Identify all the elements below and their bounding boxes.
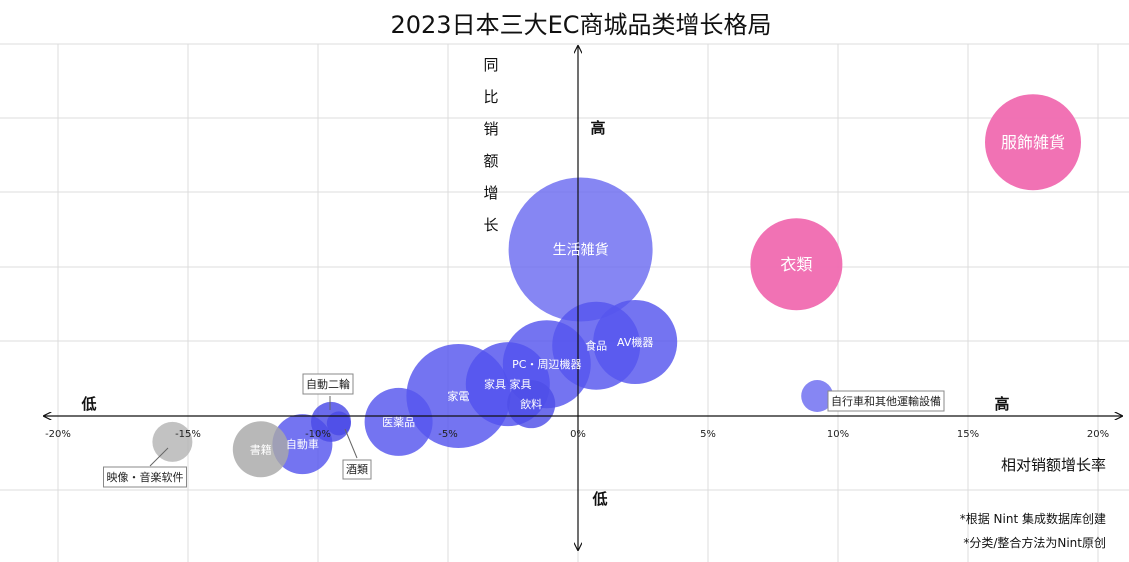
bubble-label: PC・周辺機器 <box>512 357 581 371</box>
quadrant-label-y-high: 高 <box>590 119 605 137</box>
callout-box <box>103 466 187 488</box>
y-axis-title-char: 同 <box>483 56 498 74</box>
bubble-label: 生活雑貨 <box>553 242 609 259</box>
footnote-2: *分类/整合方法为Nint原创 <box>963 535 1106 550</box>
y-axis-title-char: 销 <box>483 120 498 138</box>
bubble-label: AV機器 <box>617 335 653 349</box>
x-tick-label: -20% <box>45 429 71 440</box>
x-tick-label: 0% <box>570 429 586 440</box>
x-tick-label: 5% <box>700 429 716 440</box>
callout-box <box>827 390 945 412</box>
axes-layer <box>44 46 1122 550</box>
bubble-label: 食品 <box>585 339 607 353</box>
x-tick-labels: -20% -15% -10% -5% 0% 5% 10% 15% 20% <box>45 429 1109 440</box>
quadrant-label-x-high: 高 <box>994 395 1009 413</box>
bubble-label: 医薬品 <box>382 416 415 429</box>
bubble-衣類 <box>750 218 843 311</box>
quadrant-label-y-low: 低 <box>591 490 607 508</box>
bubble-label: 家電 <box>447 389 469 403</box>
callout-leader <box>344 428 358 459</box>
callout-label: 映像・音楽软件 <box>107 470 184 484</box>
bubble-映像・音楽软件 <box>152 421 193 462</box>
y-axis-title-char: 额 <box>483 152 498 170</box>
y-axis-title-char: 长 <box>483 216 498 234</box>
bubble-医薬品 <box>364 387 433 456</box>
callout-label: 自動二輪 <box>306 377 350 391</box>
bubble-服飾雑貨 <box>985 94 1081 191</box>
callout-leader <box>149 447 169 467</box>
bubble-書籍 <box>232 421 289 478</box>
bubble-label: 衣類 <box>780 255 812 274</box>
x-tick-label: 20% <box>1087 429 1109 440</box>
quadrant-label-x-low: 低 <box>80 395 96 413</box>
bubble-label: 服飾雑貨 <box>1001 133 1065 152</box>
bubble-AV機器 <box>593 300 678 384</box>
bubble-label: 飲料 <box>520 397 542 411</box>
x-tick-label: -5% <box>438 429 457 440</box>
callout-box <box>302 373 354 395</box>
bubble-label: 書籍 <box>250 442 272 456</box>
chart-title: 2023日本三大EC商城品类增长格局 <box>391 11 772 39</box>
bubbles-layer <box>152 94 1081 478</box>
callout-box <box>342 459 372 480</box>
callout-label: 自行車和其他運輸設備 <box>831 394 941 408</box>
x-axis-title: 相对销额增长率 <box>1001 456 1106 474</box>
footnote-1: *根据 Nint 集成数据库创建 <box>960 511 1106 526</box>
x-tick-label: -15% <box>175 429 201 440</box>
x-tick-label: 15% <box>957 429 979 440</box>
y-axis-title-char: 比 <box>483 88 498 106</box>
y-axis-title-char: 增 <box>483 184 498 202</box>
x-tick-label: 10% <box>827 429 849 440</box>
x-tick-label: -10% <box>305 429 331 440</box>
bubble-label: 家具 家具 <box>484 377 532 391</box>
bubble-label: 自動車 <box>286 437 319 451</box>
callout-label: 酒類 <box>346 463 368 476</box>
bubble-自行車和其他運輸設備 <box>801 380 834 413</box>
